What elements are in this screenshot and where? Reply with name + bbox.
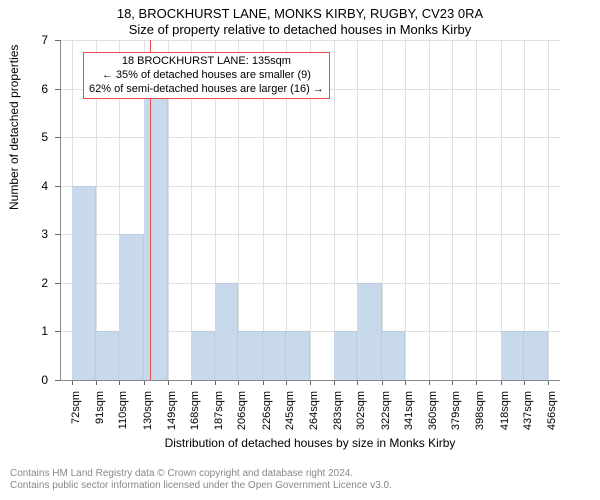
annotation-line-1: 18 BROCKHURST LANE: 135sqm bbox=[89, 55, 324, 69]
xtick-label: 245sqm bbox=[284, 391, 296, 430]
gridline-v bbox=[429, 40, 430, 380]
ytick-label: 4 bbox=[28, 179, 48, 193]
ytick-label: 7 bbox=[28, 33, 48, 47]
histogram-bar bbox=[286, 331, 310, 380]
footnote: Contains HM Land Registry data © Crown c… bbox=[10, 468, 392, 492]
xtick-label: 379sqm bbox=[450, 391, 462, 430]
ytick-label: 2 bbox=[28, 276, 48, 290]
xtick-label: 437sqm bbox=[522, 391, 534, 430]
histogram-bar bbox=[334, 331, 358, 380]
xtick-label: 206sqm bbox=[236, 391, 248, 430]
gridline-v bbox=[382, 40, 383, 380]
ytick-label: 3 bbox=[28, 227, 48, 241]
xtick-label: 322sqm bbox=[380, 391, 392, 430]
histogram-bar bbox=[119, 234, 144, 380]
histogram-bar bbox=[191, 331, 215, 380]
ytick-label: 1 bbox=[28, 324, 48, 338]
xtick-label: 418sqm bbox=[499, 391, 511, 430]
histogram-bar bbox=[238, 331, 263, 380]
footnote-line-1: Contains HM Land Registry data © Crown c… bbox=[10, 468, 392, 480]
histogram-bar bbox=[72, 186, 96, 380]
histogram-bar bbox=[96, 331, 120, 380]
plot-area: 18 BROCKHURST LANE: 135sqm ← 35% of deta… bbox=[60, 40, 560, 380]
xtick-label: 168sqm bbox=[189, 391, 201, 430]
chart-container: 18, BROCKHURST LANE, MONKS KIRBY, RUGBY,… bbox=[0, 0, 600, 500]
gridline-v bbox=[548, 40, 549, 380]
xtick-label: 91sqm bbox=[94, 391, 106, 424]
xtick-label: 341sqm bbox=[403, 391, 415, 430]
histogram-bar bbox=[357, 283, 382, 380]
histogram-bar bbox=[382, 331, 406, 380]
xtick-label: 226sqm bbox=[261, 391, 273, 430]
xtick-label: 72sqm bbox=[70, 391, 82, 424]
y-axis-title: Number of detached properties bbox=[7, 45, 21, 210]
xtick-label: 149sqm bbox=[166, 391, 178, 430]
gridline-v bbox=[524, 40, 525, 380]
xtick-label: 456sqm bbox=[546, 391, 558, 430]
ytick-label: 0 bbox=[28, 373, 48, 387]
xtick-label: 130sqm bbox=[142, 391, 154, 430]
gridline-v bbox=[476, 40, 477, 380]
histogram-bar bbox=[144, 89, 168, 380]
xtick-label: 360sqm bbox=[427, 391, 439, 430]
gridline-v bbox=[334, 40, 335, 380]
annotation-line-3: 62% of semi-detached houses are larger (… bbox=[89, 83, 324, 97]
gridline-v bbox=[452, 40, 453, 380]
histogram-bar bbox=[524, 331, 548, 380]
gridline-v bbox=[405, 40, 406, 380]
footnote-line-2: Contains public sector information licen… bbox=[10, 480, 392, 492]
xtick-label: 187sqm bbox=[213, 391, 225, 430]
histogram-bar bbox=[215, 283, 239, 380]
annotation-box: 18 BROCKHURST LANE: 135sqm ← 35% of deta… bbox=[83, 52, 330, 99]
page-title: 18, BROCKHURST LANE, MONKS KIRBY, RUGBY,… bbox=[0, 6, 600, 21]
histogram-bar bbox=[501, 331, 525, 380]
ytick-label: 5 bbox=[28, 130, 48, 144]
annotation-line-2: ← 35% of detached houses are smaller (9) bbox=[89, 69, 324, 83]
x-axis-title: Distribution of detached houses by size … bbox=[60, 436, 560, 450]
gridline-v bbox=[501, 40, 502, 380]
page-subtitle: Size of property relative to detached ho… bbox=[0, 22, 600, 37]
histogram-bar bbox=[263, 331, 287, 380]
xtick-label: 264sqm bbox=[308, 391, 320, 430]
xtick-label: 283sqm bbox=[332, 391, 344, 430]
xtick-label: 302sqm bbox=[355, 391, 367, 430]
xtick-label: 110sqm bbox=[117, 391, 129, 429]
xtick-label: 398sqm bbox=[474, 391, 486, 430]
ytick-label: 6 bbox=[28, 82, 48, 96]
